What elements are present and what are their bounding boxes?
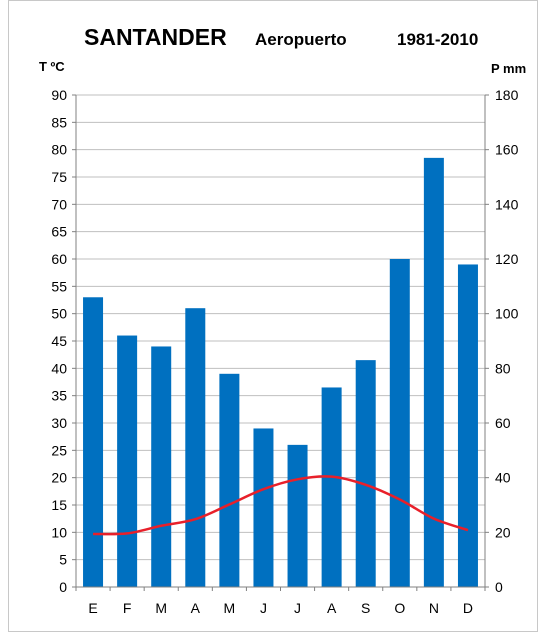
left-tick-label: 30 [51,415,67,431]
precipitation-bar [151,346,172,587]
chart-title: SANTANDER [84,24,227,50]
right-tick-label: 20 [495,524,511,540]
precipitation-bar [83,297,104,587]
precipitation-bar [185,308,206,587]
gridlines [76,94,485,561]
left-tick-label: 80 [51,142,67,158]
x-tick-label: E [88,600,97,616]
precipitation-bar [423,157,444,587]
right-tick-label: 100 [495,306,519,322]
precipitation-bar [117,335,138,587]
left-tick-label: 40 [51,360,67,376]
left-tick-label: 70 [51,196,67,212]
x-tick-label: A [191,600,201,616]
precipitation-bar [321,387,342,587]
temperature-line [92,475,469,536]
climate-chart: SANTANDER Aeropuerto 1981-2010 T ºC P mm… [39,24,526,616]
right-tick-label: 120 [495,251,519,267]
left-tick-label: 90 [51,87,67,103]
chart-frame: SANTANDER Aeropuerto 1981-2010 T ºC P mm… [8,0,538,632]
left-tick-label: 15 [51,497,67,513]
right-tick-label: 180 [495,87,519,103]
x-tick-label: S [361,600,370,616]
left-tick-label: 85 [51,114,67,130]
left-axis-ticks: 0 5 10 15 20 25 30 35 40 45 50 55 60 65 70 75 80 85 90 [51,87,67,595]
left-tick-label: 45 [51,333,67,349]
x-tick-label: M [224,600,236,616]
right-axis-label: P mm [491,61,526,76]
left-tick-label: 0 [59,579,67,595]
precipitation-bar [389,259,410,587]
left-tick-label: 5 [59,552,67,568]
right-tick-label: 0 [495,579,503,595]
right-tick-label: 40 [495,470,511,486]
precipitation-bar [457,264,478,587]
right-tick-label: 80 [495,360,511,376]
right-tick-label: 140 [495,196,519,212]
precipitation-bar [287,444,308,587]
precipitation-bar [355,360,376,587]
x-tick-label: J [294,600,301,616]
x-tick-label: F [123,600,132,616]
x-tick-label: D [463,600,473,616]
x-tick-label: M [155,600,167,616]
right-axis-ticks: 0 20 40 60 80 100 120 140 160 180 [495,87,519,595]
left-tick-label: 35 [51,388,67,404]
left-axis-label: T ºC [39,59,65,74]
left-tick-label: 55 [51,278,67,294]
left-tick-label: 10 [51,524,67,540]
right-tick-label: 60 [495,415,511,431]
chart-subtitle-period: 1981-2010 [397,30,478,49]
precipitation-bar [219,373,240,587]
x-tick-label: A [327,600,337,616]
left-tick-label: 60 [51,251,67,267]
left-tick-label: 75 [51,169,67,185]
chart-subtitle-station: Aeropuerto [255,30,347,49]
precipitation-bars [83,157,478,587]
x-tick-label: N [429,600,439,616]
left-tick-label: 50 [51,306,67,322]
x-tick-label: J [260,600,267,616]
left-tick-label: 25 [51,442,67,458]
right-tick-label: 160 [495,142,519,158]
precipitation-bar [253,428,274,587]
axes [72,94,489,591]
temperature-line-path [93,475,469,536]
left-tick-label: 65 [51,224,67,240]
x-tick-label: O [394,600,405,616]
left-tick-label: 20 [51,470,67,486]
